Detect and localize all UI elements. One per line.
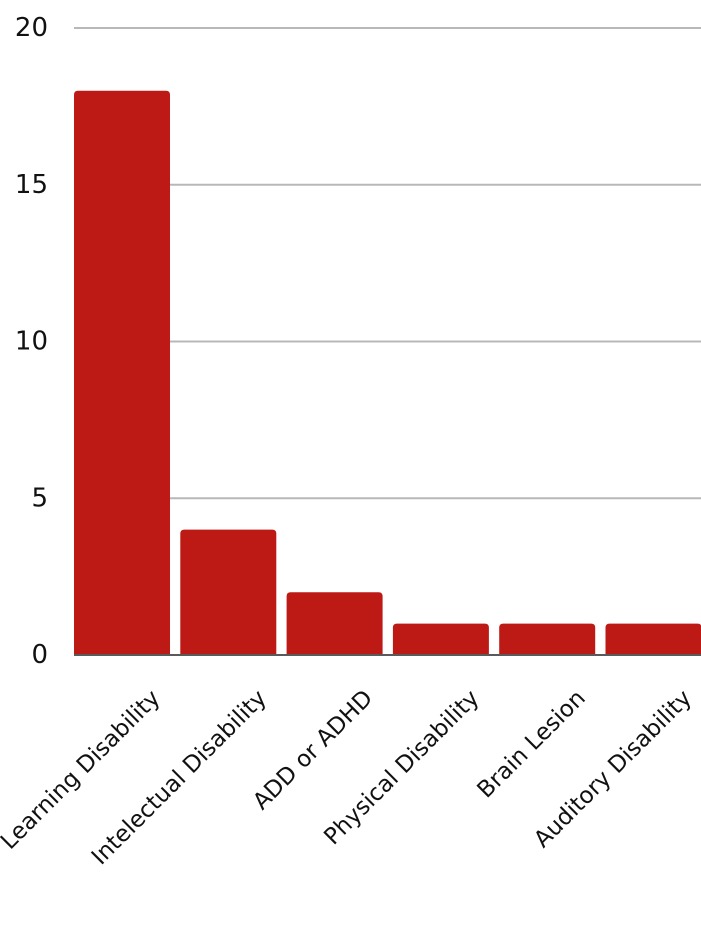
- bar: [605, 623, 701, 655]
- bars: [74, 90, 701, 655]
- y-tick-label: 20: [15, 13, 48, 43]
- x-tick-label: Intelectual Disability: [87, 685, 272, 870]
- bar: [180, 529, 277, 655]
- y-tick-label: 15: [15, 170, 48, 200]
- gridlines: [74, 27, 701, 500]
- bar: [286, 592, 383, 655]
- y-axis-ticks: 0 5 10 15 20: [15, 13, 48, 670]
- y-tick-label: 0: [31, 640, 48, 670]
- x-tick-label: Brain Lesion: [473, 685, 591, 803]
- bar: [499, 623, 596, 655]
- bar: [74, 90, 170, 655]
- y-tick-label: 10: [15, 327, 48, 357]
- y-tick-label: 5: [31, 483, 48, 513]
- bar: [392, 623, 489, 655]
